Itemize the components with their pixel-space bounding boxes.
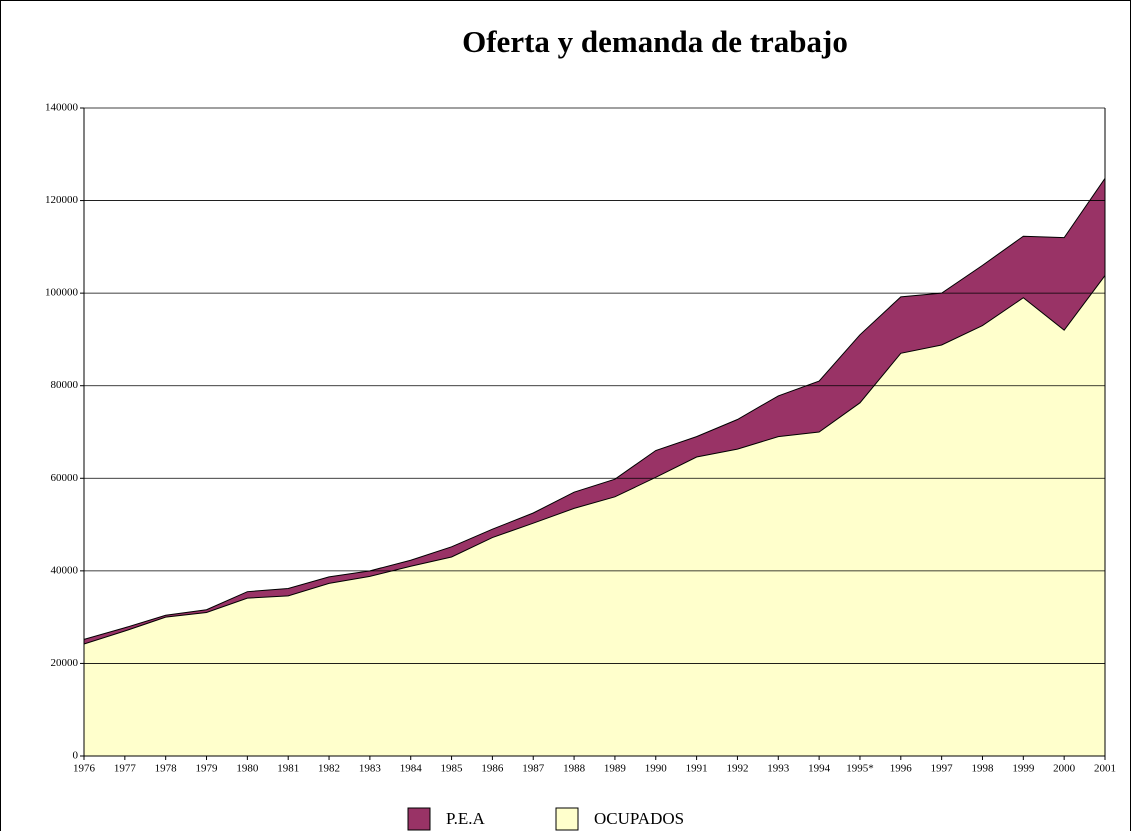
y-tick-label: 120000 [45,194,79,206]
x-tick-label: 1999 [1012,763,1035,775]
chart-title: Oferta y demanda de trabajo [462,24,848,59]
x-tick-label: 1977 [114,763,137,775]
x-tick-label: 1982 [318,763,340,775]
x-tick-label: 1990 [645,763,668,775]
x-tick-label: 1998 [971,763,994,775]
legend-swatch [555,807,579,831]
x-tick-label: 1997 [931,763,954,775]
x-tick-label: 2001 [1094,763,1116,775]
legend-label: OCUPADOS [594,809,684,828]
x-tick-label: 2000 [1053,763,1076,775]
x-tick-label: 1988 [563,763,586,775]
y-tick-label: 100000 [45,287,79,299]
x-tick-label: 1992 [726,763,748,775]
x-tick-label: 1978 [155,763,178,775]
x-tick-label: 1986 [481,763,504,775]
x-tick-label: 1996 [890,763,913,775]
y-tick-label: 140000 [45,102,79,114]
x-tick-label: 1980 [236,763,259,775]
x-tick-label: 1976 [73,763,96,775]
y-tick-label: 40000 [51,564,79,576]
x-tick-label: 1994 [808,763,831,775]
y-tick-label: 20000 [51,657,79,669]
x-tick-label: 1984 [400,763,423,775]
x-tick-label: 1985 [441,763,464,775]
x-tick-label: 1983 [359,763,382,775]
y-tick-label: 80000 [51,379,79,391]
x-tick-label: 1979 [196,763,219,775]
x-tick-label: 1995* [846,763,874,775]
y-tick-label: 60000 [51,472,79,484]
x-tick-label: 1993 [767,763,790,775]
x-tick-label: 1987 [522,763,545,775]
y-tick-label: 0 [73,750,79,762]
area [83,274,1106,757]
x-tick-label: 1989 [604,763,627,775]
x-tick-label: 1991 [686,763,708,775]
legend-swatch [407,807,431,831]
x-tick-label: 1981 [277,763,299,775]
legend-label: P.E.A [446,809,485,828]
